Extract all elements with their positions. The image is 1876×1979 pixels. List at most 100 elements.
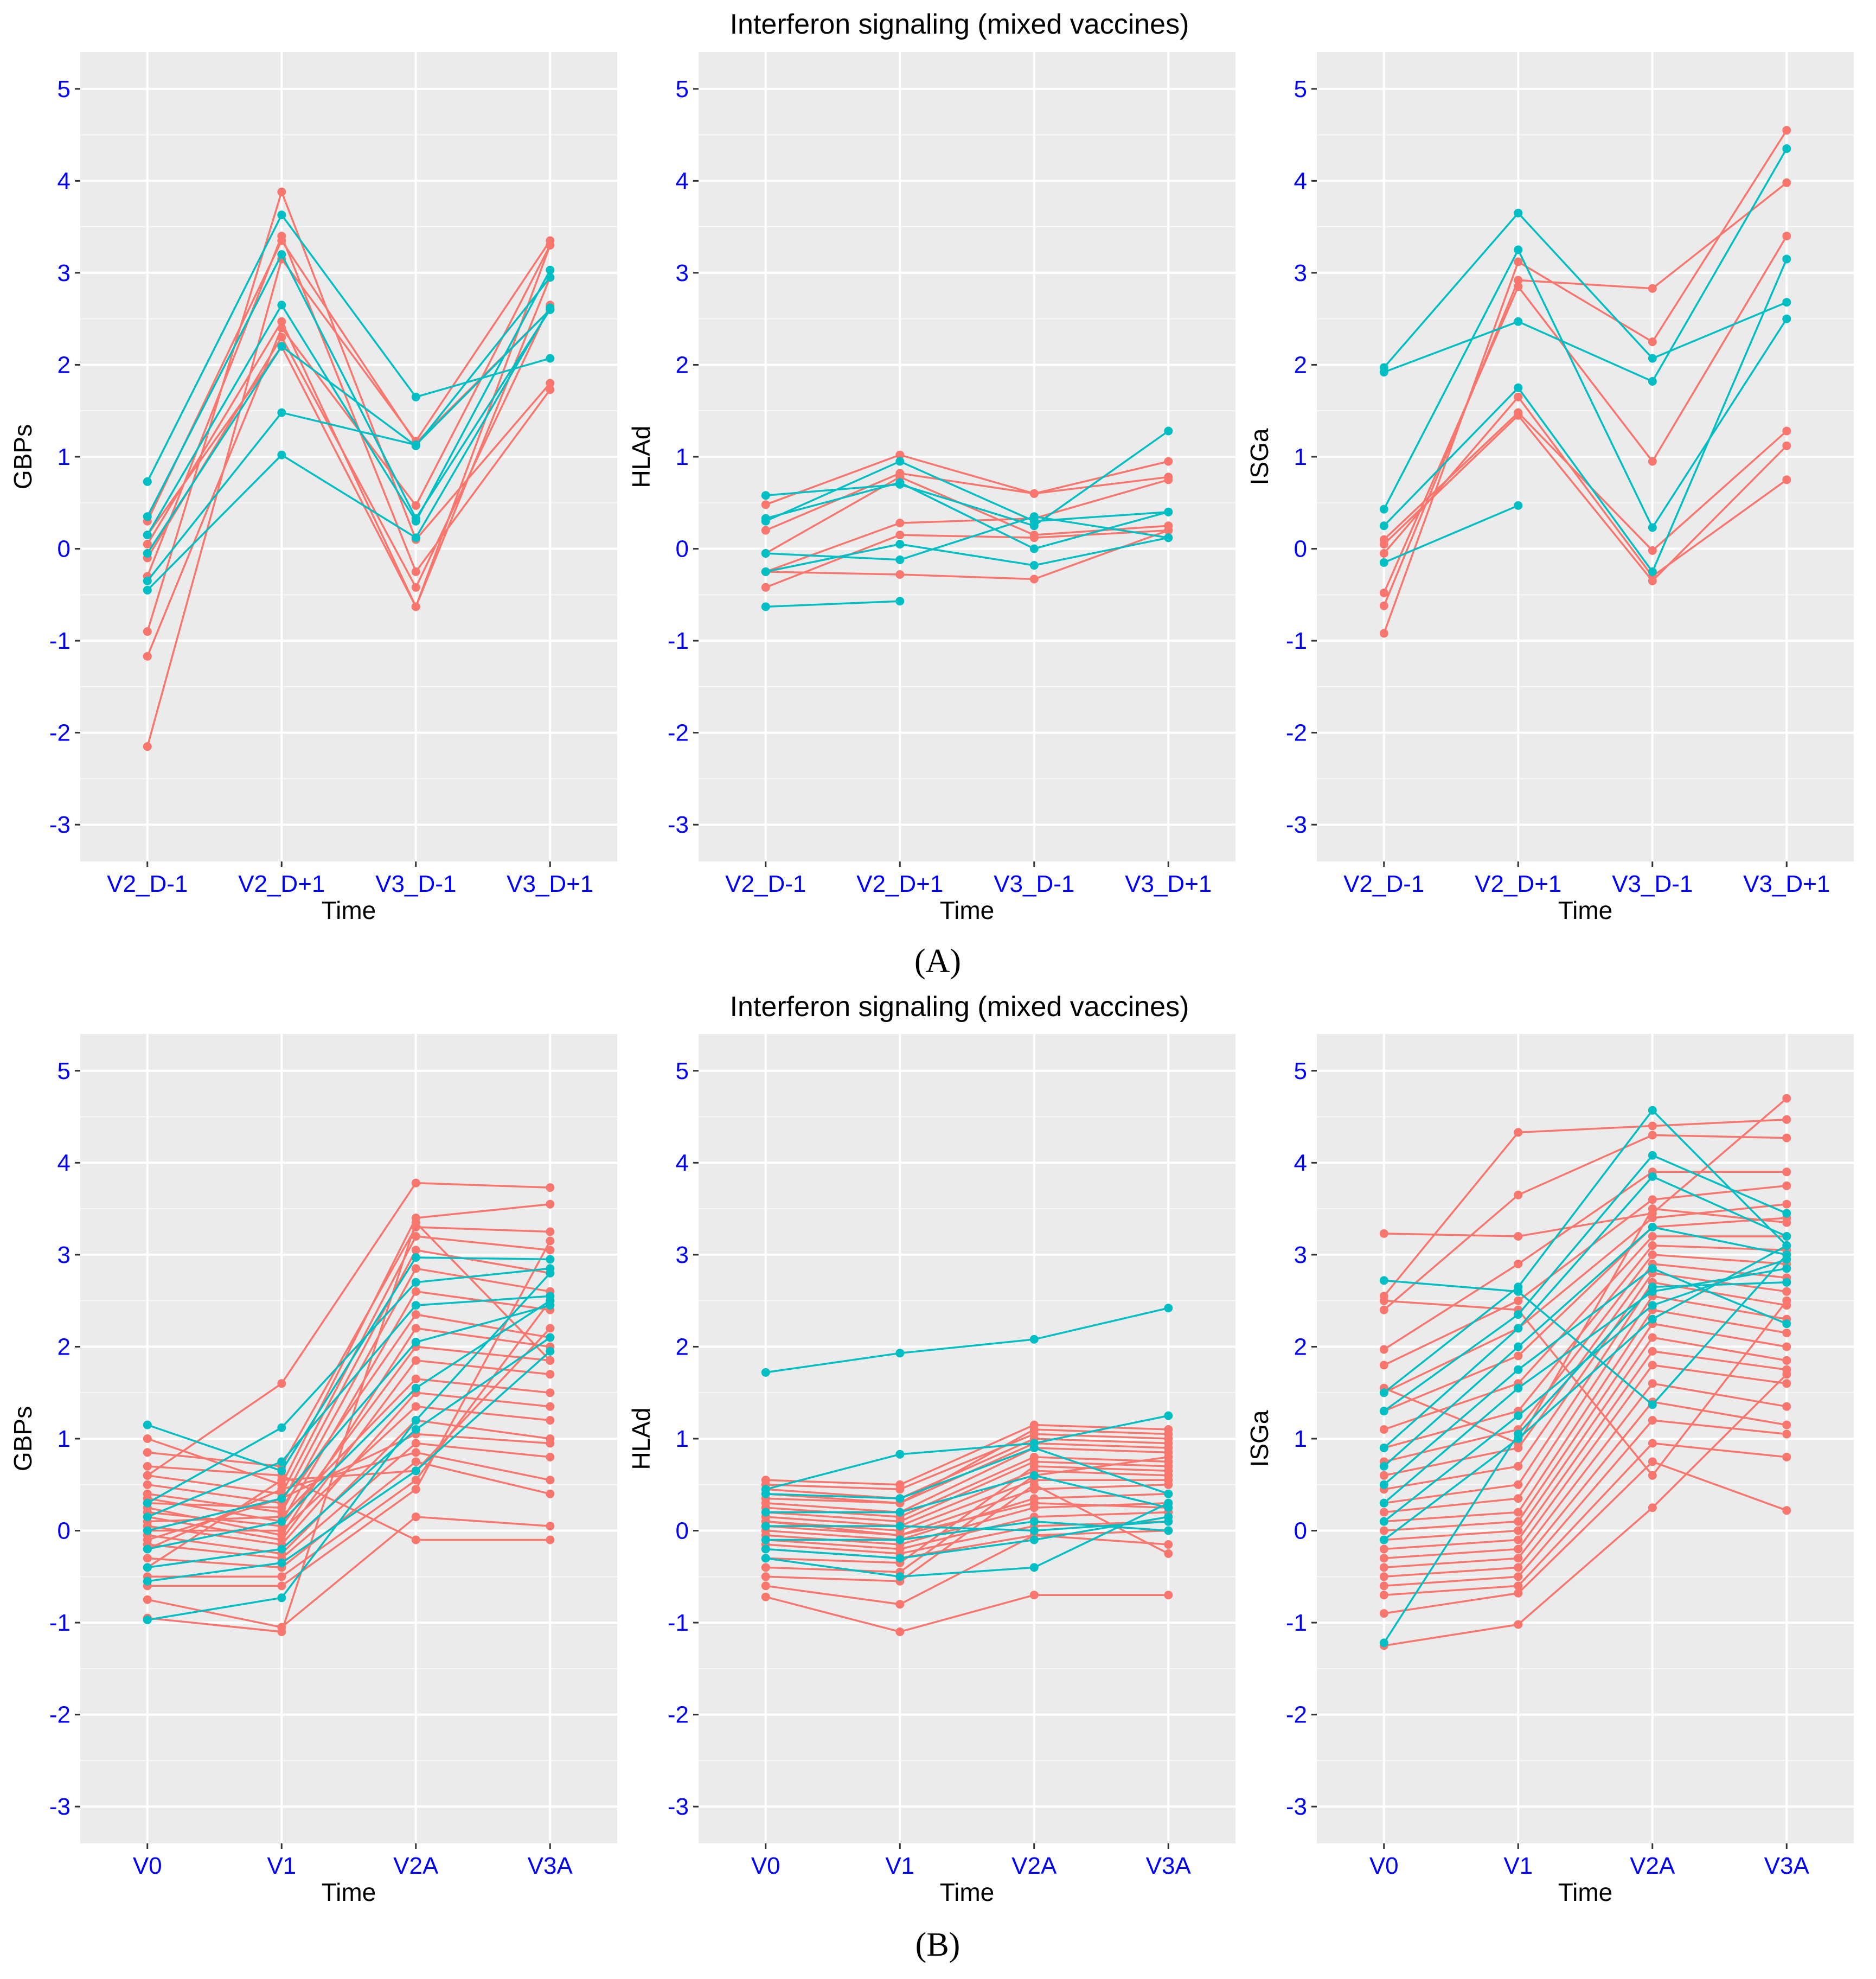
y-tick-label: 1 [57,1426,71,1452]
y-tick-label: 5 [676,76,689,103]
data-point [1782,1420,1791,1429]
data-point [143,1544,152,1554]
data-point [761,1368,770,1377]
data-point [1782,298,1791,307]
data-point [1648,1195,1657,1204]
series-line-teal [143,1268,555,1624]
y-tick-label: 5 [1294,76,1307,103]
data-point [895,597,905,606]
series-line-red [1379,1115,1791,1301]
data-point [1782,1241,1791,1250]
data-point [1029,1535,1039,1544]
series-path [765,1460,1169,1523]
data-point [1164,1549,1173,1558]
data-point [1029,1480,1039,1489]
data-point [546,379,555,388]
data-point [1514,1342,1523,1351]
data-point [277,236,286,245]
data-point [1648,1457,1657,1466]
series-path [147,1460,550,1569]
y-tick-label: 4 [1294,168,1307,194]
data-point [1782,144,1791,153]
chart-hlad-b: -3 -2 -1 0 1 2 3 4 5 V0 V1 V2A V3A Time HLAd [627,1034,1235,1906]
data-point [895,1535,905,1544]
data-point [895,555,905,564]
data-point [411,567,420,576]
y-tick-label: -1 [668,628,689,654]
data-point [1648,1131,1657,1140]
x-tick-label: V0 [1369,1853,1399,1879]
data-point [411,1301,420,1310]
x-tick-label: V2A [393,1853,439,1879]
series-line-teal [1379,1223,1791,1471]
series-path [1383,258,1788,574]
series-path [146,240,551,747]
series-path [146,269,551,535]
series-path [765,460,1169,522]
series-path [147,1327,550,1536]
data-point [895,1522,905,1531]
data-point [1782,1094,1791,1103]
data-point [1164,475,1173,484]
data-point [411,1374,420,1383]
data-point [411,1448,420,1457]
data-point [1029,1498,1039,1508]
data-point [1782,426,1791,436]
data-point [1782,314,1791,323]
data-point [411,1232,420,1241]
series-line-teal [143,265,555,540]
data-point [546,1416,555,1425]
data-point [761,1581,770,1591]
data-point [143,1480,152,1489]
series-path [1383,247,1788,530]
series-path [1384,1382,1787,1569]
data-point [546,273,555,282]
y-tick-label: -3 [49,812,71,838]
x-tick-label: V2A [1630,1853,1675,1879]
data-point [1514,1411,1523,1420]
data-point [546,1402,555,1411]
x-tick-label: V2_D+1 [856,871,943,897]
series-path [765,1474,1169,1514]
series-path [765,1502,1169,1536]
data-point [1782,1342,1791,1351]
data-point [143,652,152,661]
data-point [1514,392,1523,401]
series-path [765,1423,1169,1486]
x-axis-title: Time [940,896,995,924]
data-point [411,583,420,592]
data-point [546,1522,555,1531]
series-line-red [1379,392,1791,581]
data-point [277,317,286,326]
data-point [1379,368,1388,376]
data-point [895,570,905,579]
data-point [411,392,420,401]
series-line-red [1379,1292,1791,1517]
data-point [1379,1425,1388,1434]
data-point [277,210,286,220]
data-point [143,477,152,486]
data-point [1648,1151,1657,1160]
data-point [761,1489,770,1498]
data-point [761,583,770,592]
y-tick-label: 3 [1294,1242,1307,1268]
series-path [146,277,551,554]
series-path [765,515,1169,561]
data-point [546,1489,555,1498]
data-point [143,540,152,549]
data-point [895,540,905,549]
data-point [1514,1508,1523,1517]
data-point [546,1255,555,1264]
y-tick-label: 3 [57,1242,71,1268]
y-tick-label: 0 [57,1518,71,1544]
data-point [546,1296,555,1305]
y-axis-title: HLAd [627,425,655,488]
data-point [546,1246,555,1255]
series-path [147,1203,550,1486]
data-point [1514,1310,1523,1319]
series-path [1384,1299,1788,1477]
data-point [277,1581,286,1591]
y-axis-title: GBPs [9,424,37,489]
data-point [1782,1287,1791,1296]
data-point [1648,1379,1657,1388]
